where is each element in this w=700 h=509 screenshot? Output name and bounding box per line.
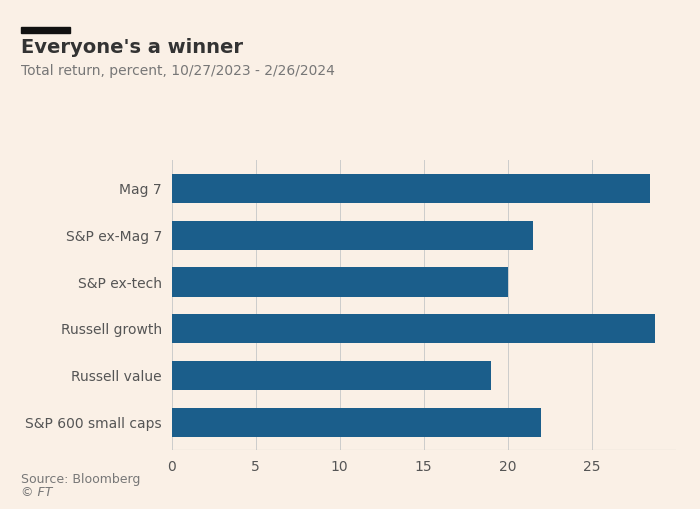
Bar [172, 408, 541, 437]
Bar [172, 314, 655, 343]
Text: © FT: © FT [21, 486, 52, 499]
Bar [172, 221, 533, 250]
Text: Everyone's a winner: Everyone's a winner [21, 38, 243, 57]
Text: Source: Bloomberg: Source: Bloomberg [21, 473, 141, 487]
Text: Total return, percent, 10/27/2023 - 2/26/2024: Total return, percent, 10/27/2023 - 2/26… [21, 64, 335, 78]
Bar [172, 174, 650, 203]
Bar [172, 268, 508, 297]
Bar [172, 361, 491, 390]
